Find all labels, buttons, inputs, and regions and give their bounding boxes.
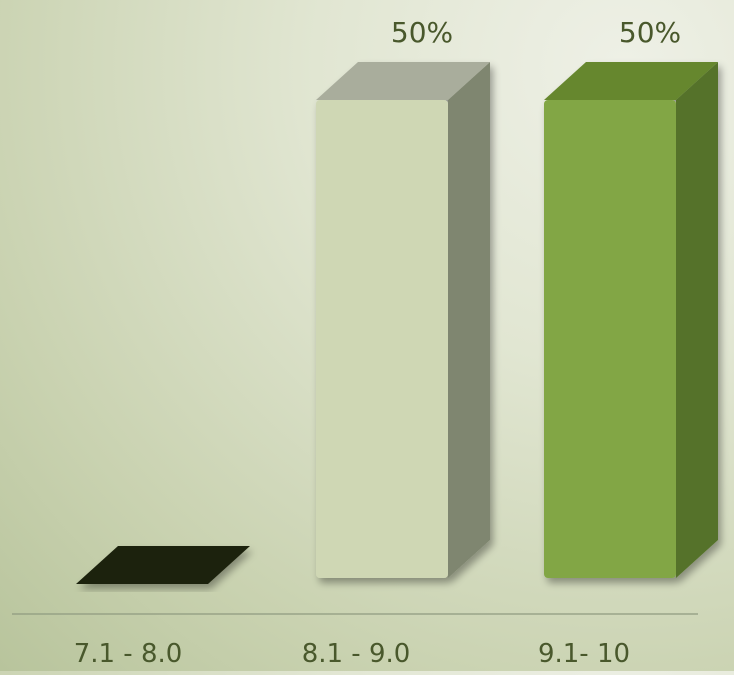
x-tick-label: 8.1 - 9.0 [302, 639, 411, 669]
data-label: 50% [391, 16, 453, 49]
bar-top-face [544, 62, 718, 100]
bar-2 [316, 62, 490, 578]
bar-side-face [448, 62, 490, 578]
bar-front-face [544, 100, 676, 578]
x-tick-label: 9.1- 10 [538, 639, 630, 669]
data-label: 50% [619, 16, 681, 49]
bar-side-face [676, 62, 718, 578]
x-tick-label: 7.1 - 8.0 [74, 639, 183, 669]
bar-footprint [76, 546, 250, 584]
bar-front-face [316, 100, 448, 578]
bar-1 [76, 546, 250, 584]
bar-top-face [316, 62, 490, 100]
bar-3 [544, 62, 718, 578]
